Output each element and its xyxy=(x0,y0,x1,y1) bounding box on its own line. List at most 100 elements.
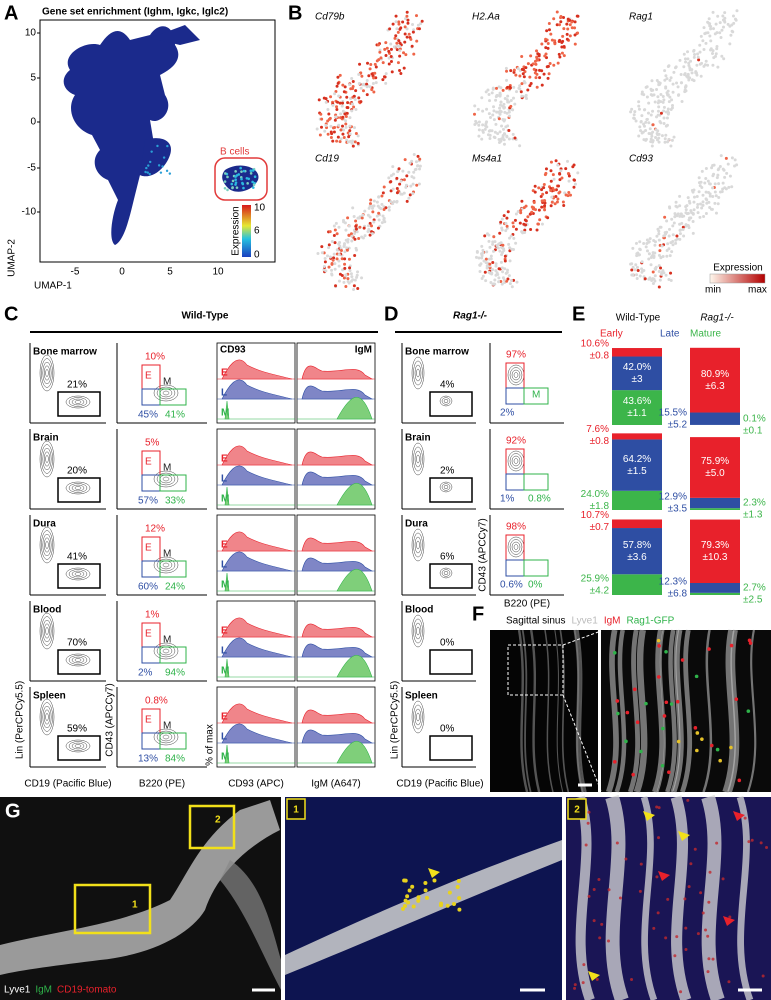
cell-dot xyxy=(379,56,383,60)
arrowhead xyxy=(428,868,440,878)
cell-dot xyxy=(654,136,658,140)
image-caption: Sagittal sinus xyxy=(506,616,565,627)
segment-label: 42.0% xyxy=(623,362,651,373)
cell-dot xyxy=(485,266,489,270)
segment-label: 75.9% xyxy=(701,456,729,467)
tissue-name: Brain xyxy=(33,433,59,444)
cell-dot xyxy=(497,141,501,145)
cell-dot xyxy=(523,218,527,222)
cell-dot xyxy=(423,880,428,885)
stacked-bar-segment xyxy=(690,347,740,413)
cell-dot xyxy=(147,164,150,167)
cell-dot xyxy=(708,34,712,38)
segment-label: 64.2% xyxy=(623,454,651,465)
cell-dot xyxy=(480,244,484,248)
cell-dot xyxy=(315,127,319,131)
cell-dot xyxy=(324,124,328,128)
cell-dot xyxy=(630,107,634,111)
hist-gate-letter: L xyxy=(221,560,227,571)
cell-dot xyxy=(631,265,635,269)
vessel xyxy=(672,629,684,793)
cell-dot xyxy=(524,95,528,99)
cell-dot xyxy=(638,274,642,278)
mature-percent: 24% xyxy=(165,582,185,593)
section-title: Rag1-/- xyxy=(453,311,488,322)
cell-dot xyxy=(485,264,489,268)
hist-gate-letter: M xyxy=(221,580,229,591)
late-percent: 60% xyxy=(138,582,158,593)
cell-dot xyxy=(366,213,370,217)
cell-dot xyxy=(340,274,344,278)
gate-letter: M xyxy=(163,463,171,474)
cell-dot xyxy=(537,186,541,190)
cell-dot xyxy=(402,51,406,55)
cell-dot xyxy=(391,202,395,206)
segment-label: 24.0% xyxy=(581,489,609,500)
histogram xyxy=(301,385,374,400)
cell-dot xyxy=(731,14,735,18)
cell-dot xyxy=(389,189,393,193)
hist-gate-letter: L xyxy=(221,388,227,399)
hist-frame xyxy=(296,686,376,768)
cell-dot xyxy=(566,159,570,163)
cell-dot xyxy=(597,877,601,881)
cell-dot xyxy=(344,284,348,288)
cell-dot xyxy=(366,229,370,233)
cell-dot xyxy=(645,238,649,242)
cell-dot xyxy=(339,249,343,253)
contour xyxy=(413,532,423,558)
cell-dot xyxy=(339,112,343,116)
cell-dot xyxy=(686,50,690,54)
cell-dot xyxy=(663,137,667,141)
cell-dot xyxy=(678,237,682,241)
contour xyxy=(513,458,519,464)
cell-dot xyxy=(522,75,526,79)
vessel xyxy=(575,795,595,1000)
cell-dot xyxy=(540,205,544,209)
hist-frame xyxy=(296,514,376,596)
cell-dot xyxy=(518,221,522,225)
cell-dot xyxy=(632,687,637,692)
cell-dot xyxy=(673,954,677,958)
contour xyxy=(159,388,173,398)
cell-dot xyxy=(657,264,661,268)
vessel xyxy=(670,795,692,1000)
cell-dot xyxy=(395,27,399,31)
cell-dot xyxy=(544,46,548,50)
cell-dot xyxy=(226,175,229,179)
cell-dot xyxy=(234,181,238,184)
cell-dot xyxy=(659,266,663,270)
cell-dot xyxy=(395,41,399,45)
cell-dot xyxy=(477,123,481,127)
cell-dot xyxy=(499,100,503,104)
tissue-name: Spleen xyxy=(405,691,438,702)
cell-dot xyxy=(665,254,669,258)
cell-dot xyxy=(533,190,537,194)
cell-dot xyxy=(717,195,721,199)
arrowhead xyxy=(733,811,745,821)
cell-dot xyxy=(363,234,367,238)
cell-dot xyxy=(735,9,739,13)
contour xyxy=(416,540,420,550)
gate-mature xyxy=(159,732,187,750)
early-percent: 5% xyxy=(145,438,160,449)
cell-dot xyxy=(661,100,665,104)
cell-dot xyxy=(501,270,505,274)
cell-dot xyxy=(508,259,512,263)
cell-dot xyxy=(362,226,366,230)
cell-dot xyxy=(708,22,712,26)
cell-dot xyxy=(698,215,702,219)
cell-dot xyxy=(524,66,528,70)
cell-dot xyxy=(683,73,687,77)
cell-dot xyxy=(584,843,588,847)
mature-percent: 94% xyxy=(165,668,185,679)
cell-dot xyxy=(542,183,546,187)
cell-dot xyxy=(668,254,672,258)
segment-label: 12.9% xyxy=(659,492,687,503)
cell-dot xyxy=(372,199,376,203)
contour xyxy=(411,614,425,648)
cell-dot xyxy=(633,110,637,114)
histogram xyxy=(336,741,373,764)
contour xyxy=(441,483,451,491)
cell-dot xyxy=(499,260,503,264)
